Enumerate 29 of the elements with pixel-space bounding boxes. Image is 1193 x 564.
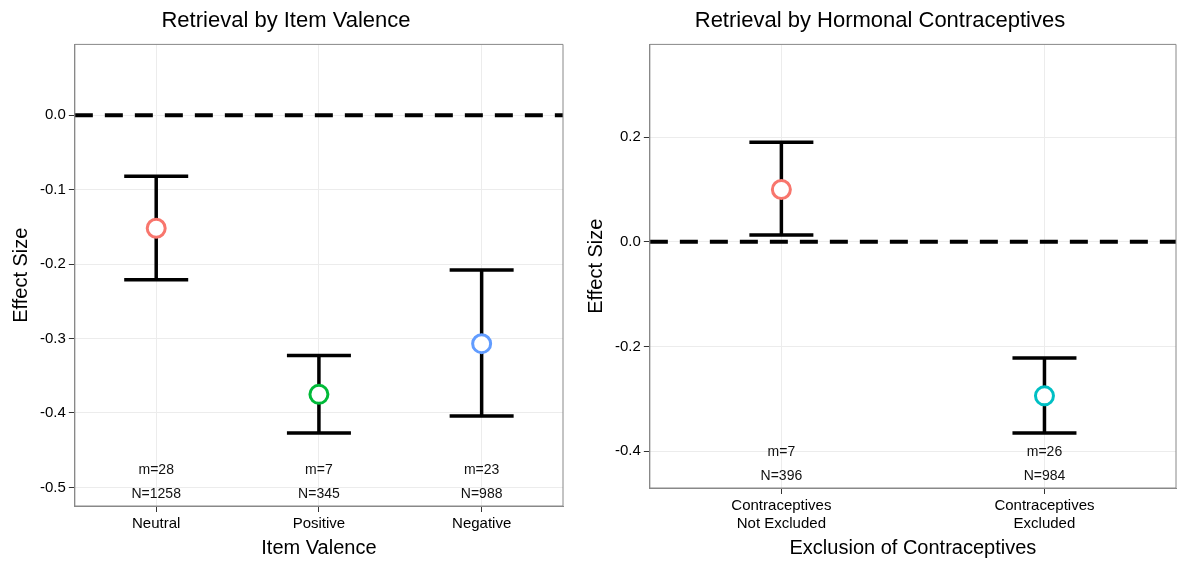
chart-title: Retrieval by Hormonal Contraceptives <box>694 7 1066 33</box>
y-tick-label: -0.2 <box>39 254 66 272</box>
point <box>308 383 330 405</box>
x-tick-label: Contraceptives Not Excluded <box>731 496 832 532</box>
annotation: m=7 N=396 <box>760 442 803 483</box>
x-tick-label: Neutral <box>132 514 181 532</box>
point <box>471 333 493 355</box>
y-tick-label: 0.2 <box>619 127 641 145</box>
y-tick-label: -0.5 <box>39 477 66 495</box>
y-axis-title: Effect Size <box>8 227 31 323</box>
y-tick-label: -0.2 <box>614 336 641 354</box>
x-axis-title: Exclusion of Contraceptives <box>789 535 1037 558</box>
point <box>145 217 167 239</box>
y-tick-label: -0.3 <box>39 328 66 346</box>
y-tick-label: 0.0 <box>44 105 66 123</box>
chart-title: Retrieval by Item Valence <box>161 7 411 33</box>
y-tick-label: -0.4 <box>39 403 66 421</box>
y-tick-label: -0.4 <box>614 441 641 459</box>
x-axis-title: Item Valence <box>261 535 377 558</box>
annotation: m=26 N=984 <box>1023 442 1066 483</box>
x-tick-label: Contraceptives Excluded <box>994 496 1095 532</box>
y-tick-label: -0.1 <box>39 179 66 197</box>
annotation: m=7 N=345 <box>298 460 340 501</box>
annotation: m=23 N=988 <box>460 460 503 501</box>
y-axis-title: Effect Size <box>583 218 606 314</box>
x-tick-label: Positive <box>292 514 346 532</box>
annotation: m=28 N=1258 <box>131 460 182 501</box>
y-tick-label: 0.0 <box>619 231 641 249</box>
x-tick-label: Negative <box>452 514 512 532</box>
